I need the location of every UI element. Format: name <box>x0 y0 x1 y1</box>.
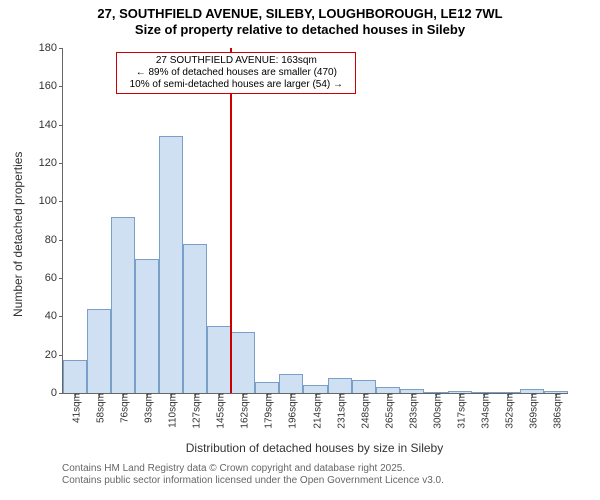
y-tick-mark <box>59 355 63 356</box>
histogram-bar <box>159 136 183 393</box>
x-tick-label: 334sqm <box>476 393 491 429</box>
y-tick-mark <box>59 125 63 126</box>
x-tick-label: 386sqm <box>548 393 563 429</box>
x-tick-label: 145sqm <box>212 393 227 429</box>
y-tick-mark <box>59 201 63 202</box>
annotation-line-2: ← 89% of detached houses are smaller (47… <box>121 67 351 79</box>
x-tick-label: 93sqm <box>140 393 155 423</box>
histogram-bar <box>279 374 303 393</box>
x-tick-label: 283sqm <box>404 393 419 429</box>
chart-container: 27, SOUTHFIELD AVENUE, SILEBY, LOUGHBORO… <box>0 0 600 500</box>
marker-line <box>230 48 232 393</box>
y-tick-mark <box>59 393 63 394</box>
chart-title: 27, SOUTHFIELD AVENUE, SILEBY, LOUGHBORO… <box>0 0 600 37</box>
annotation-line-3: 10% of semi-detached houses are larger (… <box>121 79 351 91</box>
y-tick-mark <box>59 240 63 241</box>
annotation-box: 27 SOUTHFIELD AVENUE: 163sqm← 89% of det… <box>116 52 356 94</box>
y-tick-mark <box>59 86 63 87</box>
histogram-bar <box>303 385 327 393</box>
histogram-bar <box>135 259 159 393</box>
x-tick-label: 127sqm <box>188 393 203 429</box>
x-tick-label: 110sqm <box>164 393 179 428</box>
footer-line-1: Contains HM Land Registry data © Crown c… <box>62 463 444 475</box>
title-line-1: 27, SOUTHFIELD AVENUE, SILEBY, LOUGHBORO… <box>0 6 600 22</box>
x-tick-label: 300sqm <box>428 393 443 429</box>
x-tick-label: 76sqm <box>116 393 131 423</box>
y-tick-mark <box>59 316 63 317</box>
x-tick-label: 317sqm <box>452 393 467 429</box>
y-tick-mark <box>59 48 63 49</box>
x-tick-label: 162sqm <box>236 393 251 429</box>
x-tick-label: 41sqm <box>68 393 83 423</box>
histogram-bar <box>63 360 87 393</box>
plot-area: 02040608010012014016018041sqm58sqm76sqm9… <box>62 48 568 394</box>
histogram-bar <box>111 217 135 393</box>
histogram-bar <box>183 244 207 394</box>
annotation-line-1: 27 SOUTHFIELD AVENUE: 163sqm <box>121 55 351 67</box>
histogram-bar <box>352 380 376 393</box>
histogram-bar <box>231 332 255 393</box>
x-tick-label: 214sqm <box>308 393 323 429</box>
x-tick-label: 248sqm <box>356 393 371 429</box>
x-tick-label: 231sqm <box>332 393 347 429</box>
histogram-bar <box>328 378 352 393</box>
x-axis-label: Distribution of detached houses by size … <box>62 441 567 455</box>
footer-line-2: Contains public sector information licen… <box>62 475 444 487</box>
x-tick-label: 369sqm <box>524 393 539 429</box>
x-tick-label: 58sqm <box>92 393 107 423</box>
x-tick-label: 265sqm <box>380 393 395 429</box>
histogram-bar <box>87 309 111 393</box>
title-line-2: Size of property relative to detached ho… <box>0 22 600 38</box>
x-tick-label: 352sqm <box>500 393 515 429</box>
x-tick-label: 196sqm <box>284 393 299 429</box>
y-axis-label: Number of detached properties <box>11 151 25 316</box>
histogram-bar <box>255 382 279 394</box>
x-tick-label: 179sqm <box>260 393 275 429</box>
histogram-bar <box>207 326 231 393</box>
y-tick-mark <box>59 163 63 164</box>
y-tick-mark <box>59 278 63 279</box>
footer-attribution: Contains HM Land Registry data © Crown c… <box>62 463 444 487</box>
